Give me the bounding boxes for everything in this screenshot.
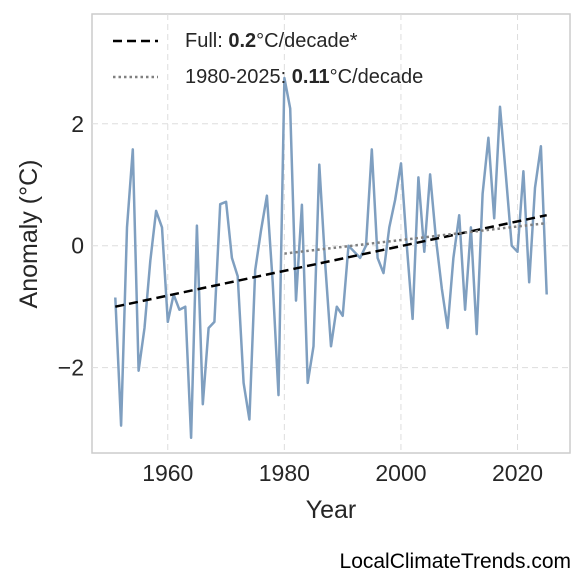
y-tick-labels: −2 0 2 xyxy=(58,111,84,381)
legend-full-label: Full: 0.2°C/decade* xyxy=(185,30,358,52)
legend-recent-label: 1980-2025: 0.11°C/decade xyxy=(185,66,423,88)
watermark: LocalClimateTrends.com xyxy=(339,550,571,573)
y-tick-label: 0 xyxy=(71,233,84,259)
x-tick-label: 2000 xyxy=(375,460,426,486)
x-axis-label: Year xyxy=(306,496,357,524)
legend: Full: 0.2°C/decade* 1980-2025: 0.11°C/dec… xyxy=(113,30,423,88)
y-tick-label: −2 xyxy=(58,355,84,381)
x-tick-label: 2020 xyxy=(492,460,543,486)
y-tick-label: 2 xyxy=(71,111,84,137)
x-tick-label: 1960 xyxy=(142,460,193,486)
x-tick-labels: 1960 1980 2000 2020 xyxy=(142,460,543,486)
anomaly-series-line xyxy=(114,76,548,440)
plot-area xyxy=(91,13,571,454)
recent-trend-line xyxy=(284,221,547,255)
series-layer xyxy=(114,76,548,440)
x-tick-label: 1980 xyxy=(259,460,310,486)
full-trend-line xyxy=(115,213,547,308)
y-axis-label: Anomaly (°C) xyxy=(15,160,43,309)
